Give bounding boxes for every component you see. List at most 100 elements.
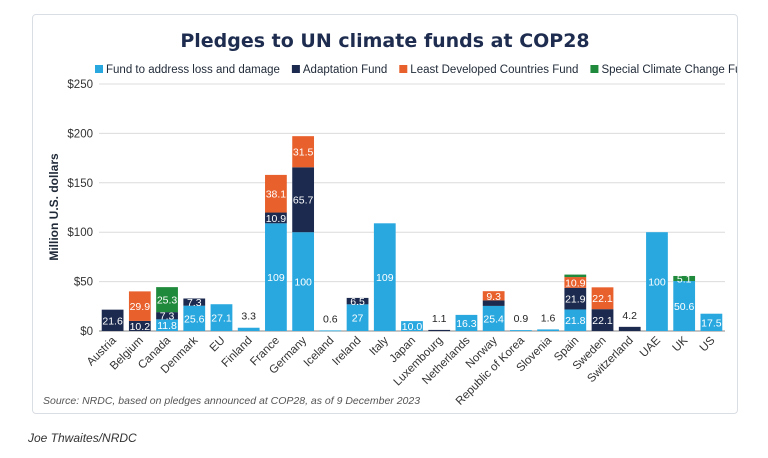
bar-italy-s0 (373, 223, 396, 331)
bar-us-s0 (700, 313, 723, 331)
bar-uk-s0 (673, 281, 696, 331)
bar-iceland-s0 (319, 330, 342, 332)
legend-swatch-3 (590, 65, 599, 73)
gridlines (99, 83, 725, 332)
bar-spain-s1 (564, 287, 587, 310)
legend-swatch-0 (95, 65, 103, 73)
bar-france-s0 (265, 223, 287, 331)
legend-label-3: Special Climate Change Fund (601, 64, 737, 76)
data-label: 27 (352, 313, 364, 325)
x-tick-label: Iceland (302, 335, 337, 370)
data-label: 16.3 (456, 318, 477, 330)
x-tick-label: UAE (638, 334, 663, 359)
bar-france-s2 (265, 174, 287, 213)
bar-sweden-s1 (591, 309, 614, 331)
bar-germany-s2 (292, 136, 315, 168)
bar-germany-s1 (292, 167, 315, 233)
bar-uk-s3 (673, 275, 696, 282)
photo-credit: Joe Thwaites/NRDC (28, 431, 137, 445)
legend-swatch-1 (291, 65, 300, 73)
data-label-above: 4.2 (622, 310, 637, 322)
legend-label-0: Fund to address loss and damage (106, 64, 280, 76)
bar-norway-s2 (482, 291, 505, 301)
bar-france-s1 (265, 212, 287, 224)
y-axis-ticks: $0 $50 $100 $150 $200 $250 (67, 79, 93, 338)
data-label: 21.6 (102, 315, 123, 327)
data-label: 100 (648, 277, 666, 289)
data-label: 10.0 (402, 321, 423, 333)
bars: 21.6 10.229.911.87.325.325.67.327.1 3.3109… (101, 136, 723, 333)
x-tick-label: EU (208, 335, 228, 355)
data-label: 25.4 (483, 313, 504, 325)
x-tick-label: Ireland (330, 335, 363, 368)
data-label: 109 (376, 272, 394, 284)
data-label: 38.1 (266, 189, 287, 201)
y-tick-0: $0 (80, 326, 93, 338)
data-label: 21.8 (565, 315, 586, 327)
bar-switzerland-s1 (618, 326, 641, 331)
data-label: 10.9 (565, 277, 586, 289)
bar-spain-s0 (564, 309, 587, 331)
data-label: 21.9 (565, 294, 586, 306)
data-label: 17.5 (701, 317, 722, 329)
data-label-above: 1.1 (432, 313, 447, 325)
bar-germany-s0 (292, 232, 315, 331)
data-label: 10.2 (130, 321, 151, 333)
bar-spain-s3 (564, 274, 587, 278)
y-tick-2: $100 (67, 227, 93, 239)
chart-card: Pledges to UN climate funds at COP28 Fun… (32, 14, 738, 414)
bar-republic-of-korea-s0 (509, 330, 532, 331)
data-label: 11.8 (157, 320, 177, 332)
x-tick-label: UK (671, 334, 691, 354)
data-label: 9.3 (486, 291, 501, 303)
data-label: 109 (267, 272, 285, 284)
bar-belgium-s2 (128, 291, 151, 321)
data-label: 7.3 (160, 311, 175, 323)
y-tick-4: $200 (67, 128, 93, 140)
y-tick-1: $50 (74, 277, 93, 289)
chart-svg: Pledges to UN climate funds at COP28 Fun… (43, 30, 737, 408)
data-label-above: 0.6 (323, 313, 338, 325)
source-note: Source: NRDC, based on pledges announced… (43, 395, 420, 407)
y-tick-3: $150 (67, 178, 93, 190)
bar-norway-s0 (482, 305, 505, 331)
bar-uae-s0 (646, 232, 668, 331)
bar-canada-s0 (156, 319, 178, 331)
data-label: 31.5 (293, 147, 314, 159)
x-tick-label: Italy (368, 334, 392, 358)
bar-ireland-s1 (346, 297, 369, 305)
data-label: 25.3 (157, 295, 178, 307)
legend: Fund to address loss and damage Adaptatio… (95, 64, 737, 76)
data-label: 27.1 (211, 313, 232, 325)
legend-swatch-2 (399, 65, 408, 73)
data-label: 22.1 (592, 293, 613, 305)
data-label: 5.1 (677, 273, 692, 285)
bar-netherlands-s0 (455, 314, 478, 331)
bar-denmark-s1 (183, 298, 206, 306)
data-label: 25.6 (184, 313, 205, 325)
legend-label-2: Least Developed Countries Fund (410, 64, 578, 76)
chart-title: Pledges to UN climate funds at COP28 (180, 30, 589, 52)
bar-japan-s0 (401, 321, 423, 331)
bar-austria-s1 (101, 309, 124, 331)
y-tick-5: $250 (67, 79, 93, 91)
data-label: 29.9 (130, 301, 151, 313)
data-label: 7.3 (187, 297, 202, 309)
x-tick-label: US (698, 334, 718, 354)
bar-slovenia-s0 (537, 329, 559, 331)
legend-label-1: Adaptation Fund (303, 64, 387, 76)
data-label: 100 (294, 277, 312, 289)
x-tick-label: Finland (220, 335, 255, 370)
bar-ireland-s0 (346, 304, 369, 331)
bar-sweden-s2 (591, 287, 614, 310)
bar-canada-s3 (156, 287, 178, 313)
data-label: 6.5 (350, 296, 365, 308)
data-label-above: 3.3 (241, 311, 256, 323)
bar-denmark-s0 (183, 305, 206, 331)
bar-finland-s0 (237, 327, 260, 331)
bar-norway-s1 (482, 300, 505, 306)
bar-belgium-s1 (128, 320, 151, 331)
data-label-above: 0.9 (514, 313, 529, 325)
data-label: 22.1 (592, 315, 613, 327)
bar-spain-s2 (564, 277, 587, 288)
